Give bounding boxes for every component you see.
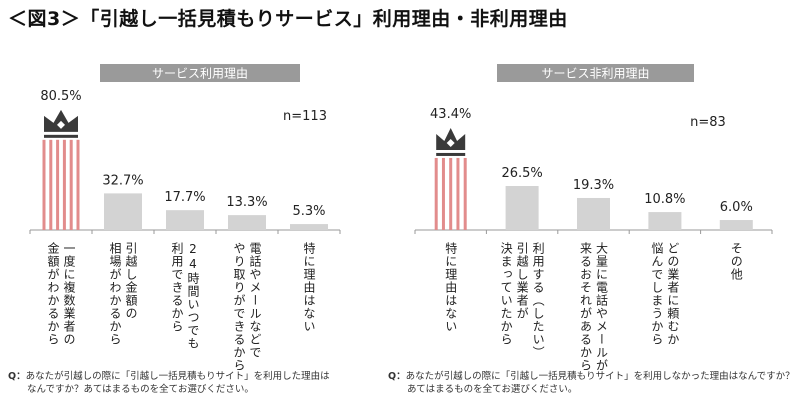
right-bar-stripe bbox=[463, 157, 467, 230]
left-chart-header bbox=[100, 64, 300, 82]
left-category-label: 金額がわかるから bbox=[46, 241, 60, 346]
right-bar bbox=[648, 212, 682, 230]
right-category-label: 決まっていたから bbox=[499, 242, 513, 346]
right-bar-stripe bbox=[449, 157, 453, 230]
left-category-label: 引越し金額の bbox=[124, 242, 138, 320]
left-bar-highlight bbox=[42, 139, 80, 230]
right-bar-highlight bbox=[434, 157, 467, 230]
right-value-label: 26.5% bbox=[501, 166, 542, 181]
crown-icon bbox=[436, 127, 466, 156]
left-bar bbox=[228, 215, 266, 230]
left-bar-stripe bbox=[49, 139, 53, 230]
left-chart-title: サービス利用理由 bbox=[152, 67, 248, 81]
question-left-prefix: Q： bbox=[8, 371, 26, 382]
left-value-label: 80.5% bbox=[40, 89, 81, 104]
left-bar bbox=[290, 224, 328, 230]
left-category-label: やり取りができるから bbox=[232, 242, 246, 372]
right-category-label: 特に理由はない bbox=[444, 241, 458, 333]
question-left: Q：あなたが引越しの際に「引越し一括見積もりサイト」を利用した理由は なんですか… bbox=[8, 370, 388, 396]
question-right-line-2: あてはまるものを全てお選びください。 bbox=[407, 384, 578, 395]
left-sample-size: n=113 bbox=[283, 109, 327, 124]
right-chart-header bbox=[497, 64, 694, 82]
left-value-label: 5.3% bbox=[292, 204, 325, 219]
right-bar-stripe bbox=[434, 157, 438, 230]
right-bar bbox=[505, 186, 539, 230]
question-left-line-1: あなたが引越しの際に「引越し一括見積もりサイト」を利用した理由は bbox=[25, 371, 330, 382]
question-right-line-1: あなたが引越しの際に「引越し一括見積もりサイト」を利用しなかった理由はなんですか… bbox=[405, 371, 795, 382]
left-value-label: 32.7% bbox=[102, 173, 143, 188]
left-bar-stripe bbox=[69, 139, 73, 230]
right-category-label: 悩んでしまうから bbox=[650, 242, 664, 346]
right-category-label: 大量に電話やメールが bbox=[595, 242, 609, 372]
crown-icon bbox=[44, 109, 78, 138]
left-category-label: 電話やメールなどで bbox=[248, 242, 262, 359]
left-category-label: 相場がわかるから bbox=[108, 242, 122, 346]
left-bar bbox=[166, 210, 204, 230]
right-value-label: 6.0% bbox=[720, 200, 753, 215]
left-category-label: 特に理由はない bbox=[302, 241, 316, 333]
right-sample-size: n=83 bbox=[690, 115, 726, 130]
right-bar bbox=[719, 220, 753, 230]
left-bar bbox=[104, 193, 142, 230]
right-category-label: 来るおそれがあるから bbox=[579, 242, 593, 372]
left-bar-stripe bbox=[56, 139, 60, 230]
right-category-label: その他 bbox=[729, 242, 743, 281]
right-category-label: 利用する（したい） bbox=[531, 242, 545, 359]
page-title: ＜図3＞「引越し一括見積もりサービス」利用理由・非利用理由 bbox=[8, 8, 568, 30]
left-category-label: 一度に複数業者の bbox=[62, 242, 76, 346]
left-category-label: 利用できるから bbox=[170, 242, 184, 333]
question-left-line-2: なんですか？あてはまるものを全てお選びください。 bbox=[27, 384, 254, 395]
question-right: Q：あなたが引越しの際に「引越し一括見積もりサイト」を利用しなかった理由はなんで… bbox=[388, 370, 800, 396]
right-category-label: 引越し業者が bbox=[515, 242, 529, 320]
right-value-label: 43.4% bbox=[430, 107, 471, 122]
right-value-label: 10.8% bbox=[644, 192, 685, 207]
left-value-label: 13.3% bbox=[226, 195, 267, 210]
left-bar-stripe bbox=[42, 139, 46, 230]
right-bar-stripe bbox=[441, 157, 445, 230]
right-chart-title: サービス非利用理由 bbox=[541, 67, 649, 81]
right-bar-stripe bbox=[456, 157, 460, 230]
left-category-label: 24時間いつでも bbox=[186, 242, 200, 350]
left-bar-stripe bbox=[76, 139, 80, 230]
question-right-prefix: Q： bbox=[388, 371, 406, 382]
right-value-label: 19.3% bbox=[573, 178, 614, 193]
right-category-label: どの業者に頼むか bbox=[666, 242, 680, 346]
right-bar bbox=[577, 197, 610, 230]
left-value-label: 17.7% bbox=[164, 190, 205, 205]
left-bar-stripe bbox=[62, 139, 66, 230]
